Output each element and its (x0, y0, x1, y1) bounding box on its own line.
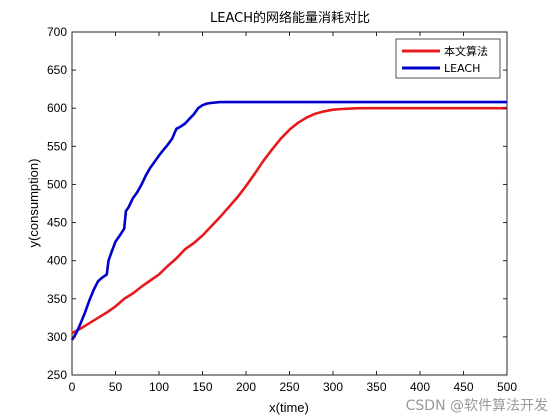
chart-title: LEACH的网络能量消耗对比 (210, 10, 370, 26)
y-tick-label: 500 (47, 177, 67, 191)
x-tick-label: 0 (69, 380, 76, 394)
x-axis-label: x(time) (269, 400, 309, 415)
series-line-1 (71, 106, 507, 335)
y-tick-label: 450 (47, 216, 67, 230)
y-tick-label: 350 (47, 292, 67, 306)
watermark: CSDN @软件算法开发 (406, 398, 548, 414)
x-tick-label: 500 (497, 380, 517, 394)
x-tick-label: 250 (279, 380, 299, 394)
y-tick-label: 600 (47, 101, 67, 115)
legend-label-series-2: LEACH (444, 62, 480, 75)
x-tick-label: 400 (410, 380, 430, 394)
x-tick-label: 450 (453, 380, 473, 394)
legend-box (395, 38, 501, 79)
y-axis-label: y(consumption) (26, 159, 41, 248)
y-tick-label: 550 (47, 139, 67, 153)
series-layer (70, 100, 507, 341)
x-tick-label: 100 (149, 380, 169, 394)
x-tick-label: 200 (236, 380, 256, 394)
x-tick-label: 150 (192, 380, 212, 394)
y-tick-label: 400 (47, 254, 67, 268)
x-tick-label: 350 (366, 380, 386, 394)
y-tick-label: 700 (47, 25, 67, 39)
ticks-layer: 0 50 100 150 200 250 300 350 400 450 500 250 300 350 4… (47, 25, 517, 394)
y-tick-label: 650 (47, 63, 67, 77)
legend-label-series-1: 本文算法 (444, 44, 488, 58)
x-tick-label: 300 (323, 380, 343, 394)
legend: 本文算法 LEACH (395, 38, 501, 79)
series-line-2 (70, 100, 507, 341)
y-tick-label: 300 (47, 330, 67, 344)
x-tick-label: 50 (109, 380, 123, 394)
y-tick-label: 250 (47, 368, 67, 382)
plot-area (71, 31, 508, 376)
